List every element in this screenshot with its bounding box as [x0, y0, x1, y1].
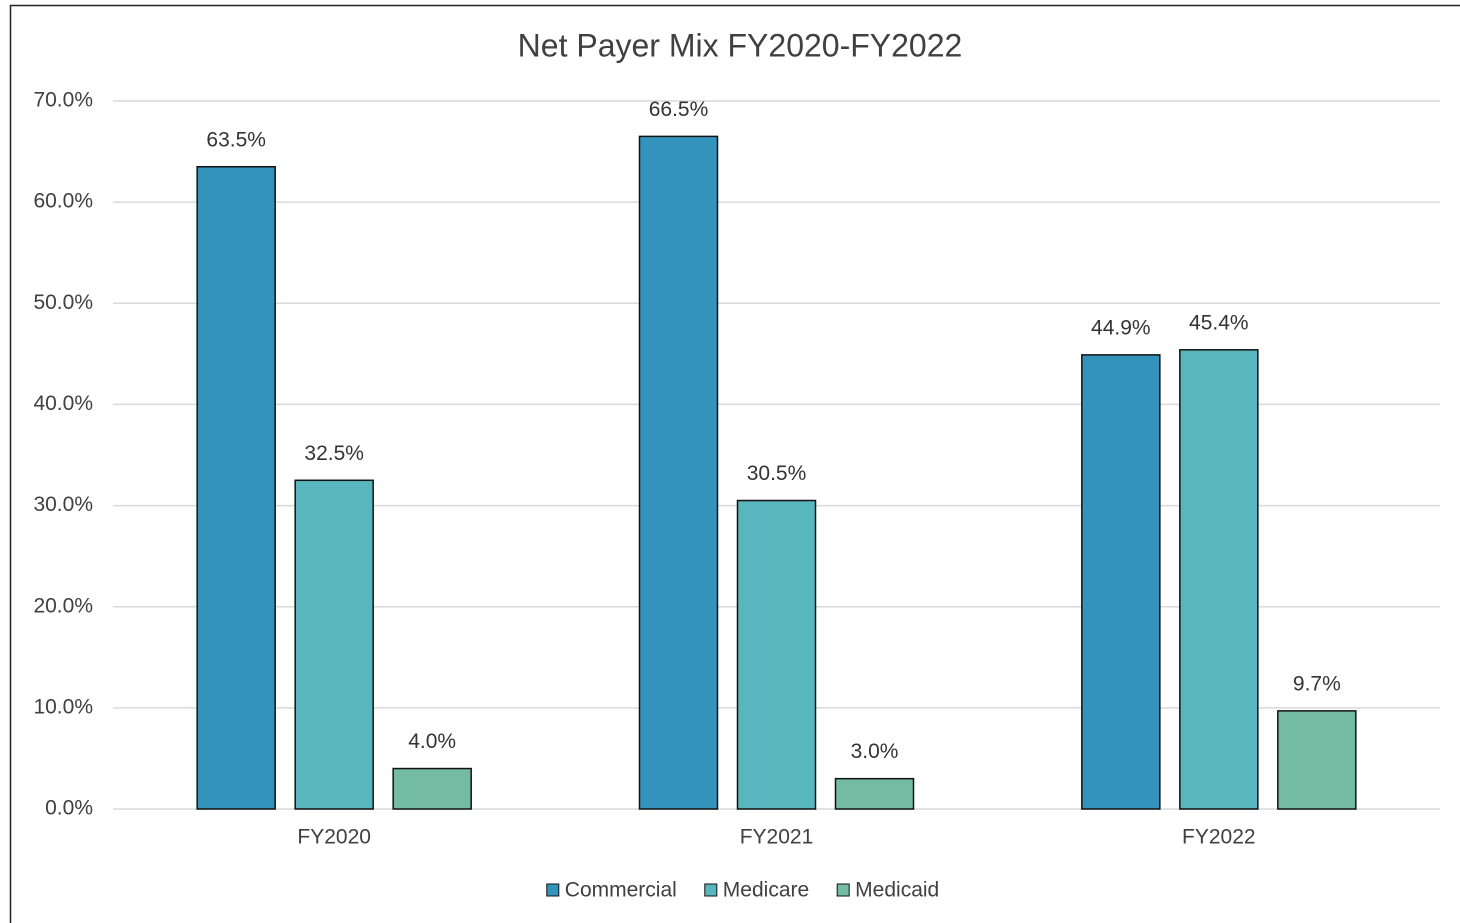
legend-swatch — [546, 883, 560, 897]
y-tick-label: 40.0% — [33, 392, 93, 415]
bar — [834, 777, 915, 810]
bar — [392, 767, 472, 810]
legend-swatch — [704, 883, 718, 897]
bar — [1081, 354, 1161, 810]
data-label: 30.5% — [747, 462, 807, 485]
data-label: 66.5% — [649, 98, 709, 121]
y-tick-label: 0.0% — [45, 797, 93, 820]
x-tick-label: FY2021 — [740, 826, 814, 849]
y-tick-label: 10.0% — [33, 695, 93, 718]
bar — [736, 499, 817, 810]
data-label: 32.5% — [304, 442, 364, 465]
y-tick-label: 70.0% — [33, 89, 93, 112]
bar — [196, 165, 276, 810]
legend-label: Commercial — [565, 879, 677, 902]
data-label: 3.0% — [851, 740, 899, 763]
x-tick-label: FY2022 — [1182, 826, 1256, 849]
data-label: 63.5% — [206, 128, 266, 151]
y-tick-label: 60.0% — [33, 190, 93, 213]
x-tick-label: FY2020 — [297, 826, 371, 849]
chart-title: Net Payer Mix FY2020-FY2022 — [518, 27, 963, 63]
legend-swatch — [836, 883, 850, 897]
y-tick-label: 20.0% — [33, 594, 93, 617]
y-tick-label: 30.0% — [33, 493, 93, 516]
bar — [1179, 349, 1259, 810]
legend-label: Medicaid — [855, 879, 939, 902]
data-label: 45.4% — [1189, 311, 1249, 334]
data-label: 44.9% — [1091, 316, 1151, 339]
bar — [294, 479, 374, 810]
data-label: 9.7% — [1293, 672, 1341, 695]
legend-label: Medicare — [723, 879, 809, 902]
bar — [1277, 710, 1357, 810]
data-label: 4.0% — [408, 730, 456, 753]
bar — [638, 135, 719, 810]
y-tick-label: 50.0% — [33, 291, 93, 314]
